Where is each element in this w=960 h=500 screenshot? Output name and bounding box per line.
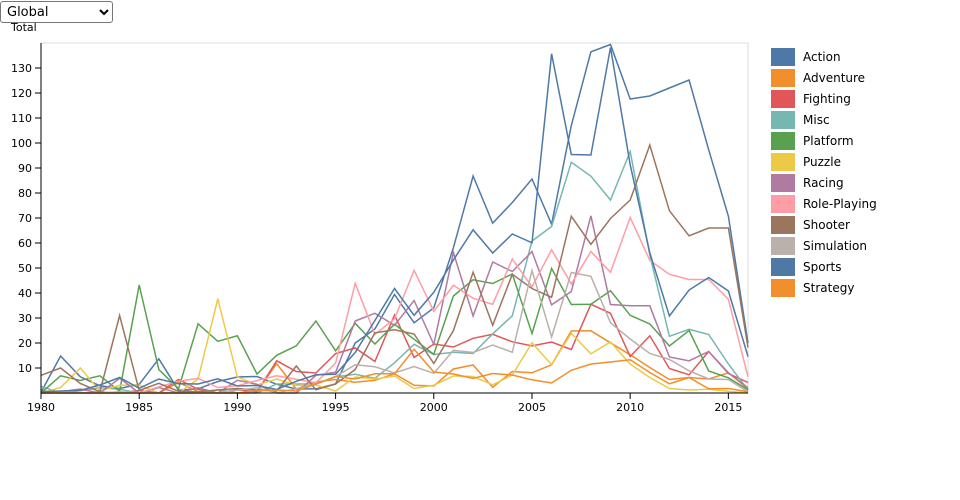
y-tick-label: 110	[11, 112, 32, 125]
x-tick-label: 2015	[714, 401, 742, 414]
x-tick-label: 1990	[223, 401, 251, 414]
legend-swatch	[771, 279, 795, 297]
series-line-sports	[40, 47, 749, 393]
x-axis: 1980 1985 1990 1995 2000 2005 2010 2015	[27, 392, 748, 414]
y-tick-label: 70	[18, 212, 32, 225]
legend-item-sports: Sports	[771, 258, 841, 276]
legend-swatch	[771, 48, 795, 66]
y-tick: 130	[11, 62, 41, 75]
x-tick: 2005	[518, 393, 546, 414]
y-tick: 40	[18, 287, 41, 300]
y-tick: 120	[11, 87, 41, 100]
y-axis-label: Total	[10, 21, 37, 34]
y-tick-label: 120	[11, 87, 32, 100]
legend-swatch	[771, 111, 795, 129]
legend-item-misc: Misc	[771, 111, 830, 129]
legend-item-simulation: Simulation	[771, 237, 867, 255]
y-tick-label: 100	[11, 137, 32, 150]
y-tick-label: 20	[18, 337, 32, 350]
y-tick: 10	[18, 362, 41, 375]
y-axis: 10 20 30 40 50 60 70 80 90 100 110 120 130	[11, 43, 42, 393]
series-line-action	[40, 43, 749, 393]
legend-item-platform: Platform	[771, 132, 854, 150]
legend-label: Misc	[803, 113, 830, 127]
y-tick-label: 90	[18, 162, 32, 175]
legend-item-racing: Racing	[771, 174, 844, 192]
x-tick-label: 1995	[322, 401, 350, 414]
x-tick: 1995	[322, 393, 350, 414]
legend-swatch	[771, 69, 795, 87]
x-tick: 2000	[420, 393, 448, 414]
legend: Action Adventure Fighting Misc Platform Puzzl…	[771, 48, 877, 297]
series-line-shooter	[40, 142, 749, 393]
series-line-misc	[40, 148, 749, 394]
legend-label: Fighting	[803, 92, 851, 106]
x-tick: 2010	[616, 393, 644, 414]
x-tick-label: 1985	[125, 401, 153, 414]
series-line-strategy	[41, 348, 749, 394]
y-tick-label: 50	[18, 262, 32, 275]
x-tick: 1990	[223, 393, 251, 414]
y-tick: 90	[18, 162, 41, 175]
legend-item-strategy: Strategy	[771, 279, 854, 297]
legend-label: Strategy	[803, 281, 854, 295]
legend-swatch	[771, 153, 795, 171]
legend-item-adventure: Adventure	[771, 69, 865, 87]
y-tick-label: 30	[18, 312, 32, 325]
legend-label: Sports	[803, 260, 841, 274]
y-tick: 30	[18, 312, 41, 325]
region-select[interactable]: Global	[0, 1, 113, 23]
y-tick-label: 60	[18, 237, 32, 250]
legend-swatch	[771, 132, 795, 150]
y-tick: 50	[18, 262, 41, 275]
legend-label: Adventure	[803, 71, 865, 85]
legend-swatch	[771, 195, 795, 213]
legend-item-role-playing: Role-Playing	[771, 195, 877, 213]
x-tick-label: 2000	[420, 401, 448, 414]
y-tick-label: 40	[18, 287, 32, 300]
y-tick: 70	[18, 212, 41, 225]
legend-label: Platform	[803, 134, 854, 148]
y-tick-label: 10	[18, 362, 32, 375]
legend-label: Role-Playing	[803, 197, 877, 211]
series-line-role-playing	[41, 215, 749, 394]
legend-item-puzzle: Puzzle	[771, 153, 841, 171]
legend-label: Shooter	[803, 218, 850, 232]
legend-swatch	[771, 90, 795, 108]
x-tick-label: 1980	[27, 401, 55, 414]
legend-item-fighting: Fighting	[771, 90, 851, 108]
legend-swatch	[771, 258, 795, 276]
x-tick: 1985	[125, 393, 153, 414]
legend-label: Racing	[803, 176, 844, 190]
y-tick: 80	[18, 187, 41, 200]
y-tick-label: 130	[11, 62, 32, 75]
y-tick: 20	[18, 337, 41, 350]
x-tick: 1980	[27, 393, 55, 414]
x-tick-label: 2005	[518, 401, 546, 414]
legend-label: Puzzle	[803, 155, 841, 169]
series-line-puzzle	[40, 298, 749, 394]
legend-item-shooter: Shooter	[771, 216, 850, 234]
legend-label: Simulation	[803, 239, 867, 253]
legend-swatch	[771, 237, 795, 255]
x-tick: 2015	[714, 393, 742, 414]
y-tick: 100	[11, 137, 41, 150]
legend-swatch	[771, 216, 795, 234]
legend-swatch	[771, 174, 795, 192]
plot-area	[40, 42, 749, 394]
legend-item-action: Action	[771, 48, 841, 66]
legend-label: Action	[803, 50, 841, 64]
y-tick: 60	[18, 237, 41, 250]
y-tick-label: 80	[18, 187, 32, 200]
x-tick-label: 2010	[616, 401, 644, 414]
y-tick: 110	[11, 112, 41, 125]
